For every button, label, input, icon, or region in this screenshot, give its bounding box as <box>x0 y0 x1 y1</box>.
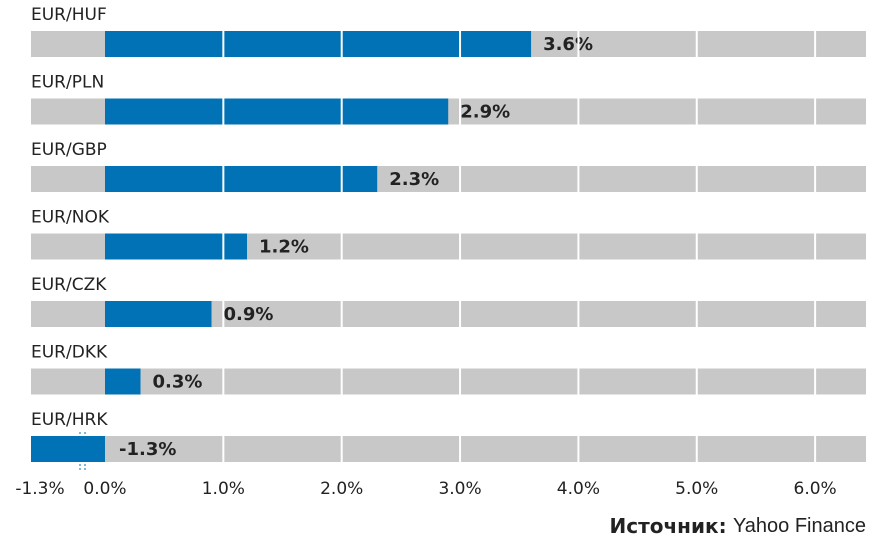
value-label: 0.9% <box>224 304 274 325</box>
value-label: 2.9% <box>460 102 510 123</box>
value-label: 0.3% <box>153 372 203 393</box>
category-label: EUR/HUF <box>31 5 107 25</box>
value-label: 3.6% <box>543 34 593 55</box>
category-label: EUR/DKK <box>31 343 108 363</box>
x-tick-label: 0.0% <box>83 479 126 499</box>
bar <box>31 436 105 462</box>
category-label: EUR/CZK <box>31 275 107 295</box>
value-label: 1.2% <box>259 237 309 258</box>
x-tick-label: -1.3% <box>15 479 64 499</box>
category-label: EUR/NOK <box>31 208 110 228</box>
source: Источник: Yahoo Finance <box>610 514 866 538</box>
source-name: Yahoo Finance <box>733 515 866 537</box>
bar <box>105 368 141 395</box>
category-label: EUR/HRK <box>31 410 108 430</box>
x-tick-label: 6.0% <box>794 479 837 499</box>
x-tick-label: 4.0% <box>557 479 600 499</box>
value-label: -1.3% <box>119 439 176 460</box>
bar-track <box>31 436 866 462</box>
bar <box>105 31 532 57</box>
x-tick-label: 2.0% <box>320 479 363 499</box>
source-label: Источник: <box>610 514 727 538</box>
x-tick-label: 3.0% <box>438 479 481 499</box>
value-label: 2.3% <box>389 169 439 190</box>
bar-track <box>31 368 866 395</box>
bar <box>105 301 212 327</box>
bar <box>105 166 378 192</box>
bar <box>105 233 248 260</box>
category-label: EUR/GBP <box>31 140 107 160</box>
x-tick-label: 5.0% <box>675 479 718 499</box>
bar <box>105 98 449 125</box>
x-tick-label: 1.0% <box>202 479 245 499</box>
category-label: EUR/PLN <box>31 73 104 93</box>
